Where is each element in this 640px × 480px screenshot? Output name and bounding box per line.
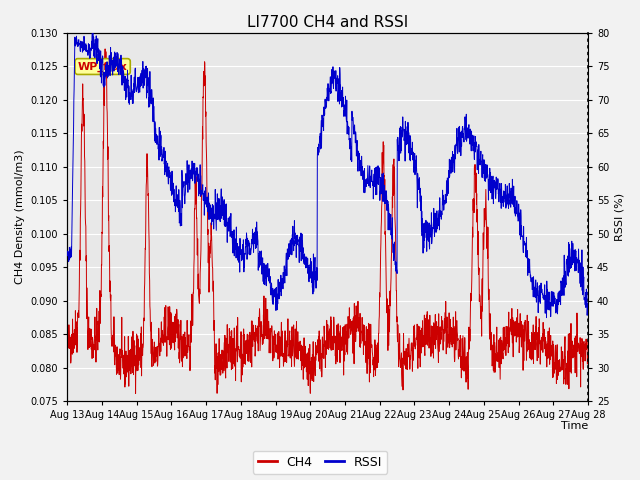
- Title: LI7700 CH4 and RSSI: LI7700 CH4 and RSSI: [247, 15, 408, 30]
- Y-axis label: CH4 Density (mmol/m3): CH4 Density (mmol/m3): [15, 149, 25, 284]
- Legend: CH4, RSSI: CH4, RSSI: [253, 451, 387, 474]
- Y-axis label: RSSI (%): RSSI (%): [615, 193, 625, 241]
- Text: WP_flux: WP_flux: [77, 61, 127, 72]
- X-axis label: Time: Time: [561, 421, 588, 432]
